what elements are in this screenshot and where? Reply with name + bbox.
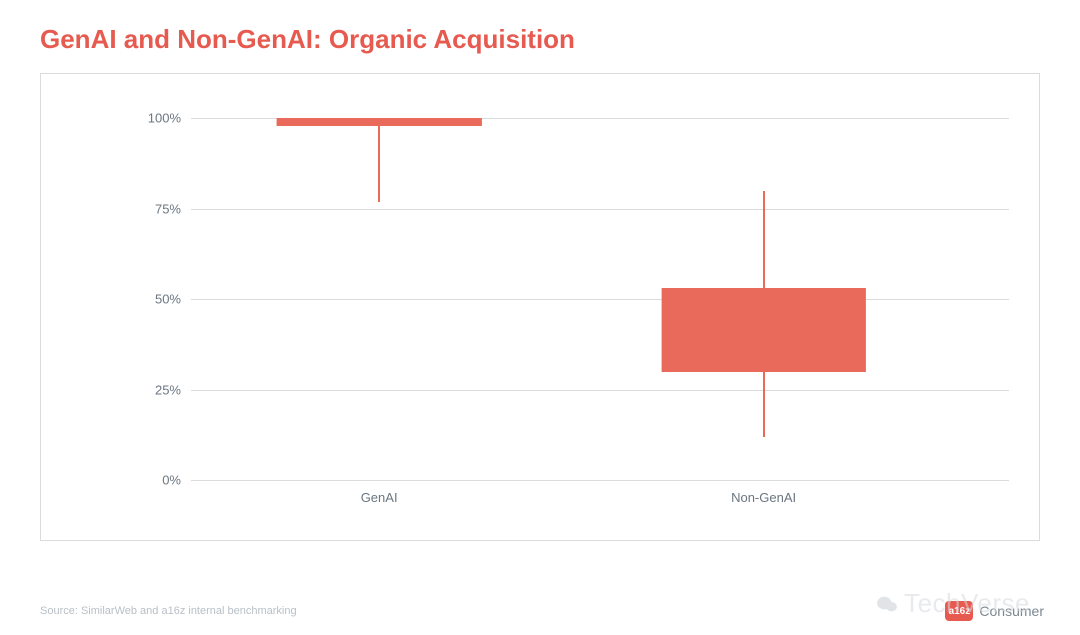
brand-footer: a16z Consumer <box>945 601 1044 621</box>
xtick-label: Non-GenAI <box>731 480 796 505</box>
xtick-label: GenAI <box>361 480 398 505</box>
ytick-label: 100% <box>148 111 191 126</box>
wechat-icon <box>876 595 898 613</box>
ytick-label: 0% <box>162 473 191 488</box>
ytick-label: 25% <box>155 382 191 397</box>
gridline <box>191 390 1009 391</box>
brand-badge: a16z <box>945 601 973 621</box>
plot-area: 0%25%50%75%100%GenAINon-GenAI <box>191 104 1009 480</box>
page-root: GenAI and Non-GenAI: Organic Acquisition… <box>0 0 1080 635</box>
gridline <box>191 209 1009 210</box>
median-line <box>277 122 482 124</box>
gridline <box>191 299 1009 300</box>
median-line <box>661 368 866 370</box>
gridline <box>191 480 1009 481</box>
ytick-label: 50% <box>155 292 191 307</box>
box <box>661 288 866 371</box>
whisker <box>378 118 380 201</box>
chart-frame: 0% 25% 50% 75% 100% GenAI Non-GenAI <box>40 73 1040 541</box>
ytick-label: 75% <box>155 201 191 216</box>
source-attribution: Source: SimilarWeb and a16z internal ben… <box>40 605 297 617</box>
chart-title: GenAI and Non-GenAI: Organic Acquisition <box>40 24 1040 55</box>
brand-suffix: Consumer <box>979 603 1044 619</box>
